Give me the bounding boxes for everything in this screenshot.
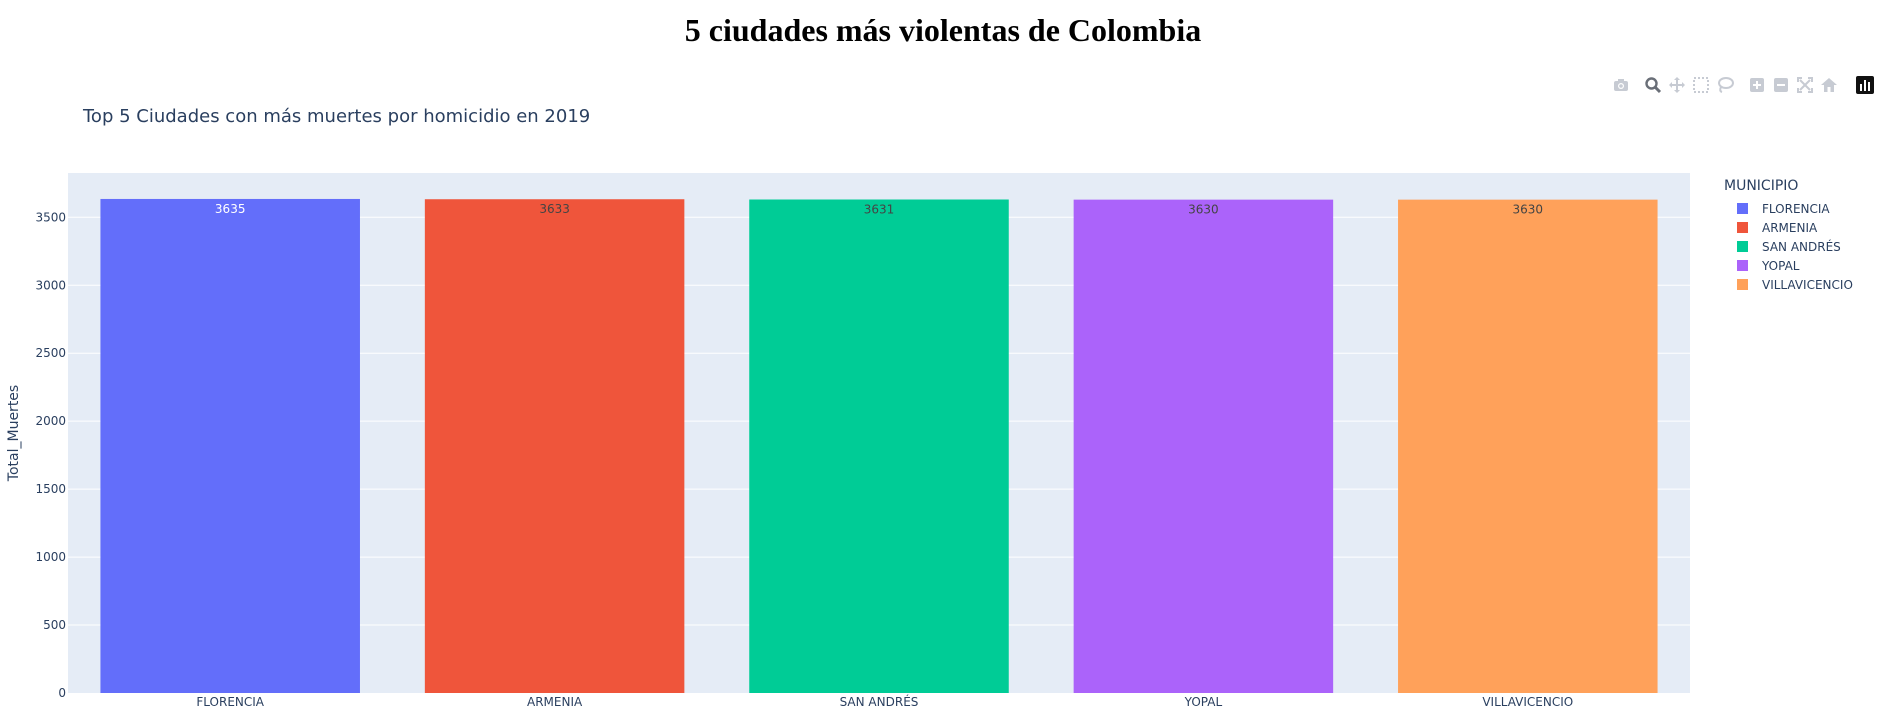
lasso-select-icon[interactable] — [1716, 76, 1734, 94]
bar — [749, 199, 1009, 693]
y-axis-title: Total_Muertes — [6, 385, 22, 482]
legend-swatch — [1737, 279, 1748, 290]
x-tick-label: ARMENIA — [527, 695, 583, 709]
camera-icon[interactable] — [1612, 76, 1630, 94]
y-tick-label: 0 — [58, 686, 66, 700]
reset-axes-icon[interactable] — [1820, 76, 1838, 94]
zoom-out-icon[interactable] — [1772, 76, 1790, 94]
data-label: 3635 — [215, 202, 246, 216]
legend-swatch — [1737, 222, 1748, 233]
legend-item-yopal[interactable]: YOPAL — [1724, 256, 1853, 275]
legend-title: MUNICIPIO — [1724, 178, 1799, 194]
bar — [1073, 199, 1334, 693]
legend-item-san-andres[interactable]: SAN ANDRÉS — [1724, 237, 1853, 256]
modebar — [1612, 76, 1880, 96]
y-tick-label: 3000 — [35, 278, 66, 292]
x-tick-label: YOPAL — [1184, 695, 1223, 709]
legend-item-armenia[interactable]: ARMENIA — [1724, 218, 1853, 237]
autoscale-icon[interactable] — [1796, 76, 1814, 94]
pan-icon[interactable] — [1668, 76, 1686, 94]
page-title: 5 ciudades más violentas de Colombia — [684, 12, 1202, 48]
legend-swatch — [1737, 241, 1748, 252]
legend-label: SAN ANDRÉS — [1762, 239, 1841, 254]
y-tick-label: 1500 — [35, 482, 66, 496]
x-tick-label: VILLAVICENCIO — [1482, 695, 1573, 709]
chart-title: Top 5 Ciudades con más muertes por homic… — [83, 106, 591, 127]
y-tick-label: 3500 — [35, 210, 66, 224]
y-tick-label: 1000 — [35, 550, 66, 564]
x-tick-label: FLORENCIA — [196, 695, 264, 709]
legend-swatch — [1737, 203, 1748, 214]
bars — [100, 198, 1658, 693]
legend-label: VILLAVICENCIO — [1762, 277, 1853, 292]
x-axis-ticks: FLORENCIA ARMENIA SAN ANDRÉS YOPAL VILLAVICE… — [196, 694, 1573, 709]
legend: MUNICIPIO FLORENCIA ARMENIA SAN ANDRÉS Y… — [1724, 178, 1853, 294]
legend-label: YOPAL — [1762, 258, 1800, 273]
bar — [424, 199, 685, 693]
legend-label: FLORENCIA — [1762, 201, 1830, 216]
legend-swatch — [1737, 260, 1748, 271]
x-tick-label: SAN ANDRÉS — [840, 694, 919, 709]
data-label: 3633 — [539, 202, 570, 216]
data-label: 3630 — [1188, 203, 1219, 217]
data-labels: 3635 3633 3631 3630 3630 — [215, 202, 1543, 217]
bar — [100, 198, 360, 693]
bar — [1398, 199, 1658, 693]
zoom-in-icon[interactable] — [1748, 76, 1766, 94]
y-tick-label: 500 — [43, 618, 66, 632]
box-select-icon[interactable] — [1692, 76, 1710, 94]
legend-item-florencia[interactable]: FLORENCIA — [1724, 199, 1853, 218]
y-tick-label: 2500 — [35, 346, 66, 360]
plotly-logo-icon[interactable] — [1856, 76, 1874, 94]
y-axis-ticks: 0 500 1000 1500 2000 2500 3000 3500 — [35, 210, 66, 700]
zoom-icon[interactable] — [1644, 76, 1662, 94]
legend-label: ARMENIA — [1762, 220, 1818, 235]
data-label: 3630 — [1513, 203, 1544, 217]
legend-item-villavicencio[interactable]: VILLAVICENCIO — [1724, 275, 1853, 294]
y-tick-label: 2000 — [35, 414, 66, 428]
data-label: 3631 — [864, 203, 895, 217]
